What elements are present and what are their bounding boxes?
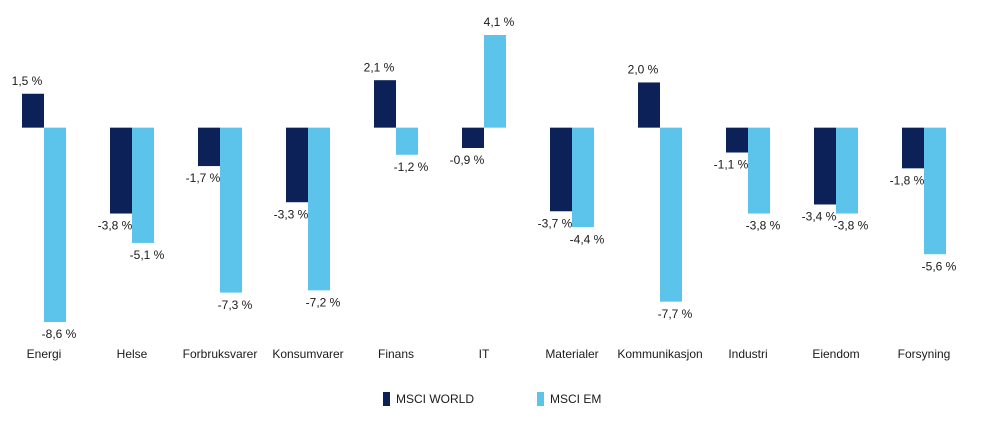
x-tick-label: Energi	[27, 347, 62, 361]
bar	[198, 127, 220, 167]
bar	[286, 127, 308, 203]
value-label: -3,8 %	[746, 219, 781, 233]
bar	[374, 80, 396, 128]
bar	[22, 93, 44, 128]
value-label: -1,7 %	[186, 171, 221, 185]
value-label: -7,2 %	[306, 296, 341, 310]
bar	[902, 127, 924, 169]
value-label: -7,7 %	[658, 307, 693, 321]
x-tick-label: Eiendom	[812, 347, 859, 361]
value-label: 2,1 %	[364, 60, 395, 74]
value-label: 1,5 %	[12, 74, 43, 88]
x-tick-label: Konsumvarer	[272, 347, 343, 361]
value-label: -7,3 %	[218, 298, 253, 312]
bar	[110, 127, 132, 214]
value-label: 4,1 %	[484, 15, 515, 29]
bar	[484, 35, 506, 128]
legend-label: MSCI WORLD	[396, 392, 474, 406]
legend-swatch	[383, 392, 390, 406]
legend-label: MSCI EM	[550, 392, 601, 406]
bar	[220, 127, 242, 293]
value-label: 2,0 %	[628, 63, 659, 77]
value-label: -1,2 %	[394, 160, 429, 174]
x-tick-label: Kommunikasjon	[617, 347, 702, 361]
bar	[638, 82, 660, 128]
bar	[44, 127, 66, 323]
bar	[572, 127, 594, 228]
bar	[550, 127, 572, 212]
value-label: -1,8 %	[890, 174, 925, 188]
bar	[660, 127, 682, 302]
x-tick-label: Helse	[117, 347, 148, 361]
legend-swatch	[537, 392, 544, 406]
value-label: -3,3 %	[274, 207, 309, 221]
value-label: -5,6 %	[922, 259, 957, 273]
x-tick-label: Industri	[728, 347, 767, 361]
value-label: -3,7 %	[538, 216, 573, 230]
value-label: -3,4 %	[802, 210, 837, 224]
bar	[396, 127, 418, 155]
bar	[132, 127, 154, 243]
bar	[308, 127, 330, 291]
bar	[836, 127, 858, 214]
value-label: -1,1 %	[714, 158, 749, 172]
x-tick-label: Forsyning	[898, 347, 951, 361]
bar	[748, 127, 770, 214]
x-tick-label: Materialer	[545, 347, 598, 361]
value-label: -3,8 %	[98, 219, 133, 233]
value-label: -3,8 %	[834, 219, 869, 233]
bar	[462, 127, 484, 148]
value-label: -4,4 %	[570, 232, 605, 246]
value-label: -8,6 %	[42, 327, 77, 341]
bar	[814, 127, 836, 205]
x-tick-label: IT	[479, 347, 490, 361]
bar	[924, 127, 946, 255]
bar	[726, 127, 748, 153]
value-label: -0,9 %	[450, 153, 485, 167]
x-tick-label: Finans	[378, 347, 414, 361]
x-tick-label: Forbruksvarer	[183, 347, 258, 361]
value-label: -5,1 %	[130, 248, 165, 262]
